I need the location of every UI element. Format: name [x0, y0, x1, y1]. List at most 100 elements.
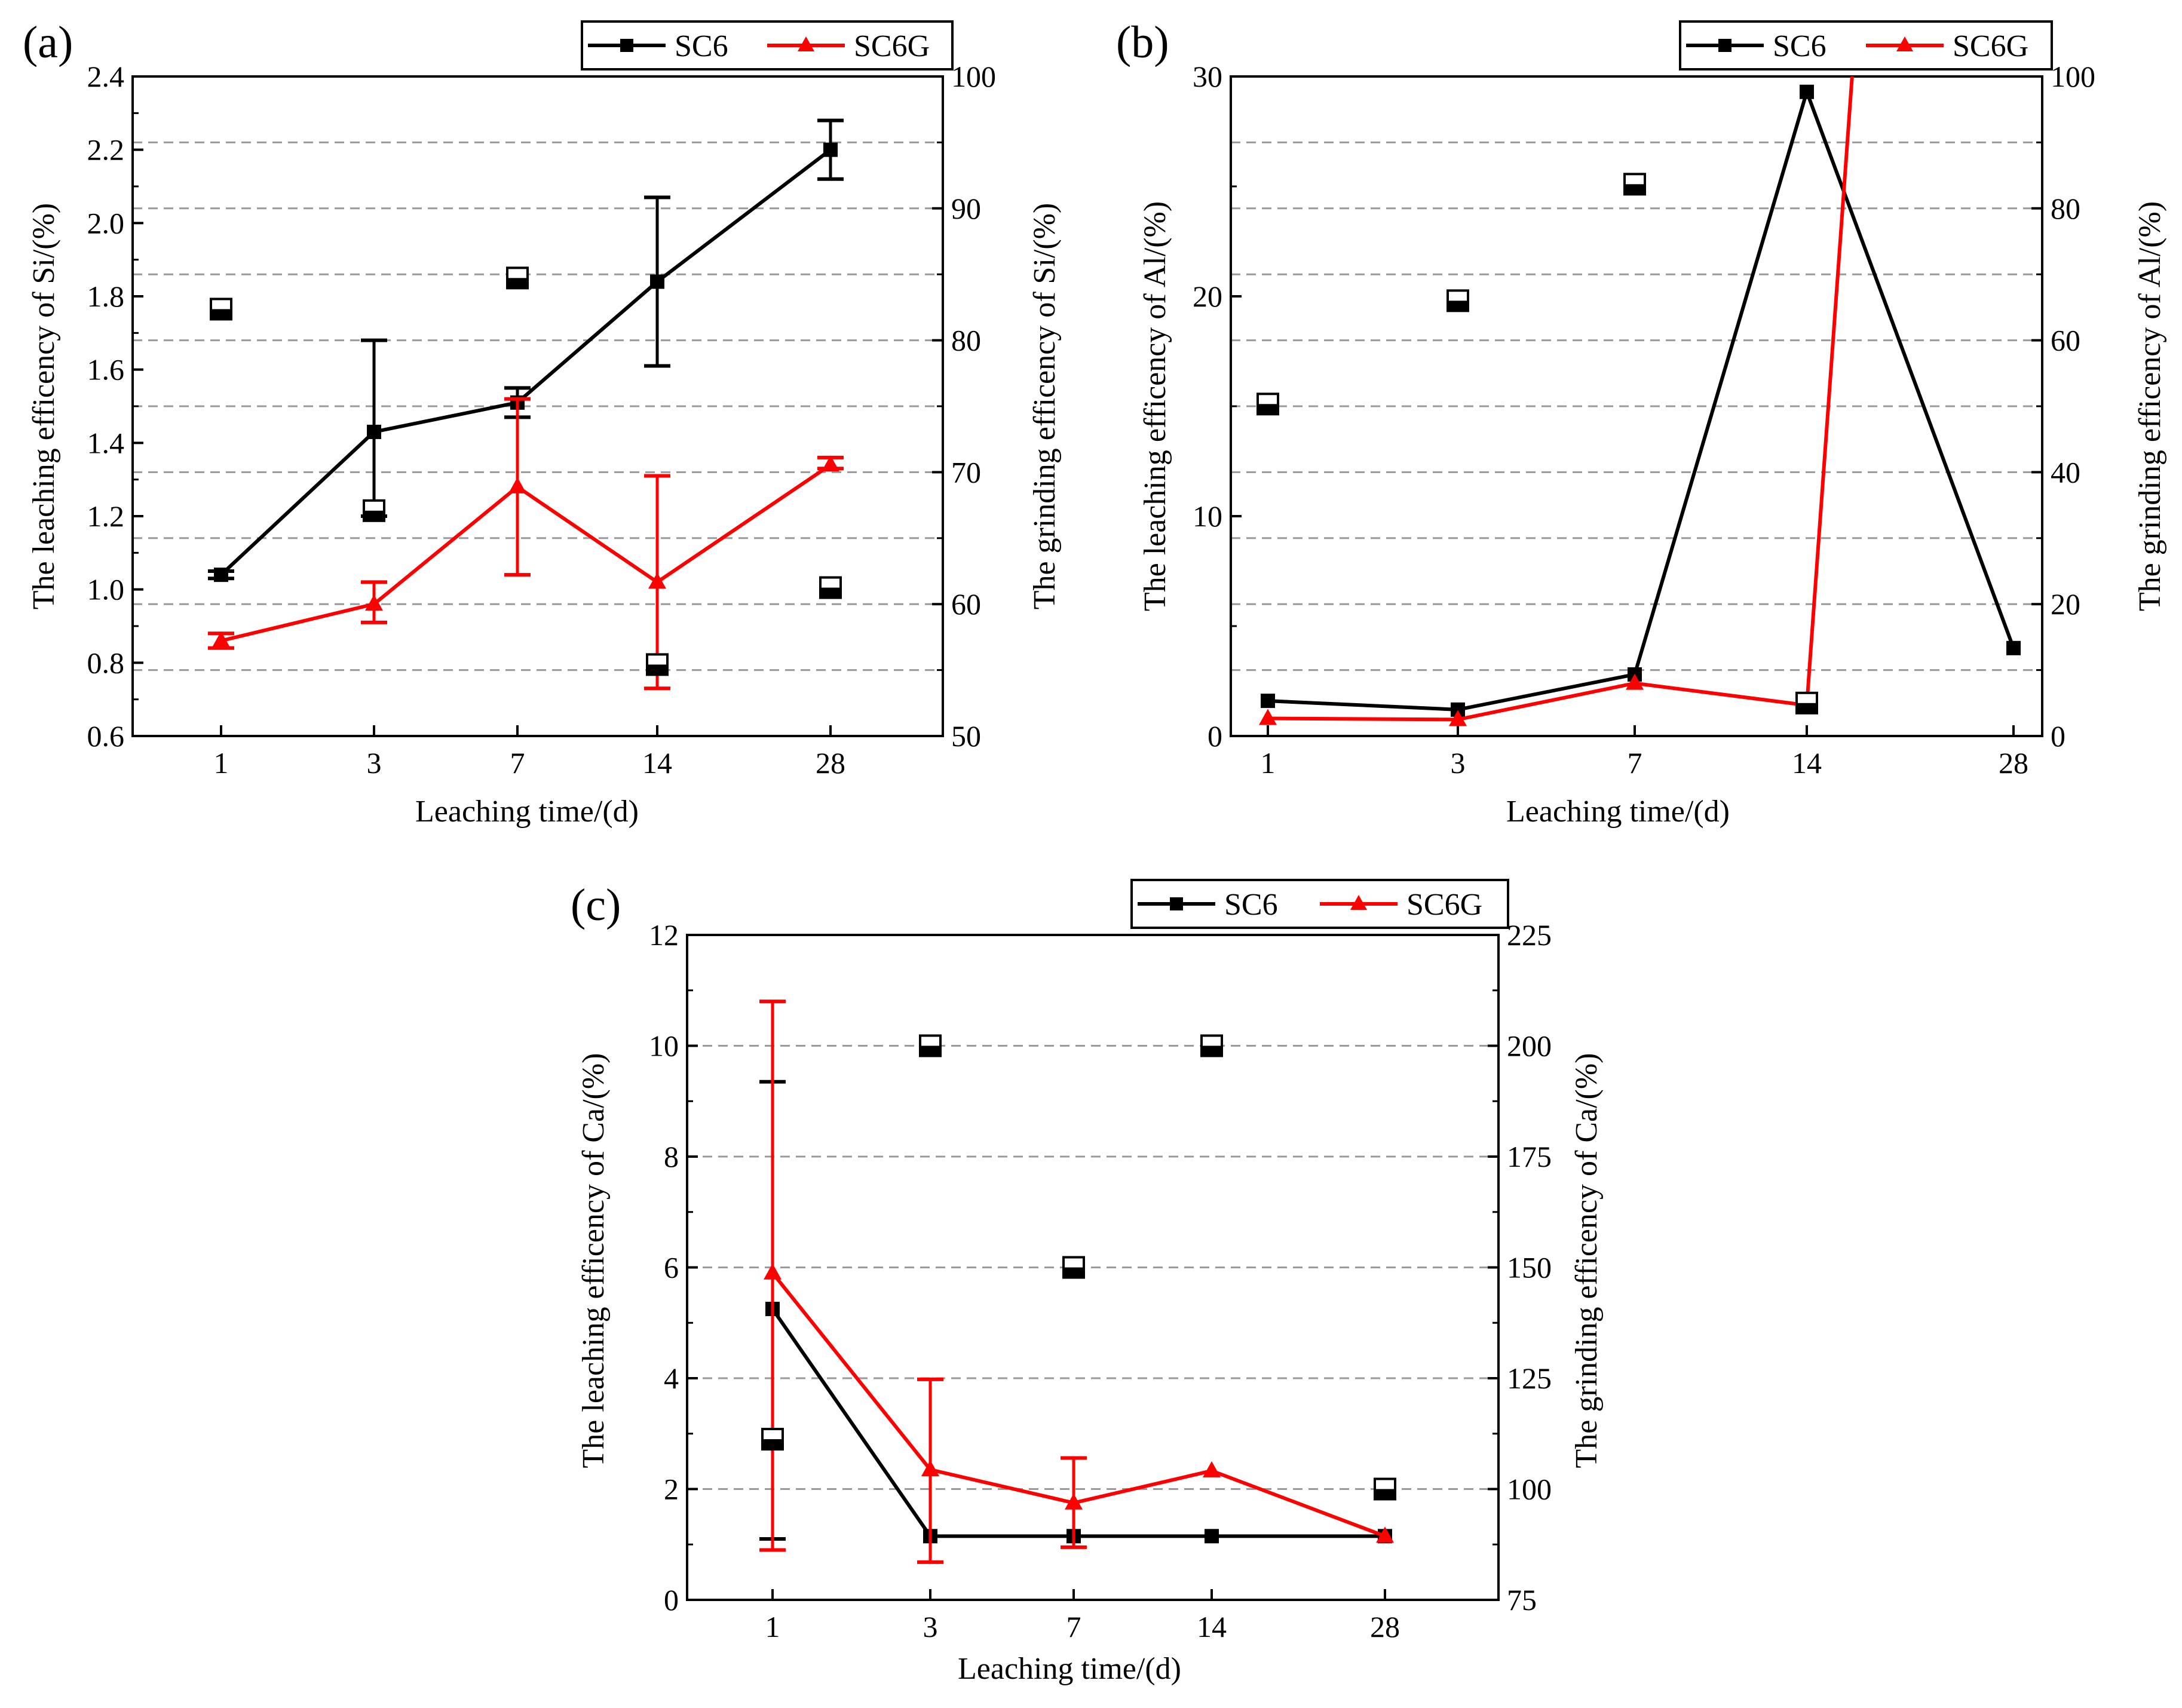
x-tick-label: 3 [367, 746, 382, 780]
y-right-tick-label: 70 [951, 455, 981, 489]
x-tick-label: 3 [1451, 746, 1466, 780]
data-point-SC6 [214, 568, 228, 582]
half-filled-marker-fill [1064, 1267, 1084, 1278]
x-tick-label: 3 [923, 1610, 938, 1643]
legend-label: SC6 [1224, 888, 1278, 922]
y-tick-label: 0.8 [87, 646, 125, 679]
x-tick-label: 28 [1370, 1610, 1400, 1643]
panel-label: (b) [1116, 17, 1169, 68]
panel-label: (c) [571, 880, 621, 930]
data-point-SC6G [822, 455, 839, 472]
plot-area: 0 10 20 30 0 20 40 60 80 100 1 3 7 14 28 SC6 SC6G [1193, 20, 2095, 780]
y-tick-label: 30 [1193, 60, 1222, 93]
y-right-tick-label: 225 [1507, 918, 1552, 952]
half-filled-marker-fill [211, 309, 231, 320]
data-point-SC6G [764, 1263, 782, 1280]
y-right-tick-label: 80 [2051, 192, 2080, 225]
y-axis-label: The leaching efficency of Al/(%) [1138, 201, 1172, 611]
half-filled-marker-fill [1202, 1045, 1222, 1056]
plot-area: 0.6 0.8 1.0 1.2 1.4 1.6 1.8 2.0 2.2 2.4 50 60 70 80 90… [87, 20, 996, 780]
x-tick-label: 1 [214, 746, 229, 780]
y-right-tick-label: 60 [2051, 324, 2080, 357]
series-line-SC6G [771, 1271, 1386, 1538]
legend-marker [1896, 36, 1913, 51]
y-right-tick-label: 40 [2051, 455, 2080, 489]
half-filled-marker-fill [762, 1439, 783, 1450]
x-tick-label: 1 [765, 1610, 780, 1643]
data-point-SC6 [823, 142, 838, 157]
y-tick-label: 10 [1193, 499, 1222, 533]
half-filled-marker-fill [920, 1045, 940, 1056]
data-point-SC6G [1449, 710, 1467, 726]
y-axis-label-right: The grinding efficency of Al/(%) [2133, 201, 2167, 611]
y-right-tick-label: 100 [951, 60, 996, 93]
y-right-tick-label: 175 [1507, 1140, 1552, 1173]
half-filled-marker-fill [820, 587, 841, 598]
data-point-SC6G [1259, 709, 1277, 725]
y-tick-label: 10 [649, 1029, 679, 1063]
legend-label: SC6G [854, 29, 930, 63]
data-point-SC6G [648, 572, 666, 589]
data-layer [1257, 76, 2021, 726]
y-right-tick-label: 125 [1507, 1362, 1552, 1395]
data-layer [208, 118, 844, 691]
data-point-SC6 [367, 424, 381, 439]
half-filled-marker-fill [1797, 703, 1817, 713]
data-point-SC6G [1203, 1461, 1221, 1477]
legend-marker [1170, 897, 1183, 910]
legend-marker [1350, 895, 1367, 910]
y-right-tick-label: 150 [1507, 1251, 1552, 1284]
y-right-tick-label: 100 [1507, 1473, 1552, 1506]
panel-b: (b) Leaching time/(d) The leaching effic… [1116, 17, 2167, 829]
x-tick-label: 28 [816, 746, 845, 780]
legend-marker [798, 36, 814, 51]
x-tick-label: 7 [1628, 746, 1642, 780]
y-right-tick-label: 50 [951, 719, 981, 753]
x-axis-label: Leaching time/(d) [415, 795, 639, 829]
y-right-tick-label: 90 [951, 192, 981, 225]
half-filled-marker-fill [1258, 404, 1278, 415]
legend-label: SC6G [1953, 29, 2028, 63]
y-axis-label: The leaching efficency of Ca/(%) [577, 1053, 611, 1468]
x-axis-label: Leaching time/(d) [1506, 795, 1730, 829]
series-line-SC6 [219, 148, 832, 577]
y-tick-label: 4 [664, 1362, 679, 1395]
data-point-SC6G [212, 631, 230, 648]
y-tick-label: 1.8 [87, 280, 125, 313]
data-point-SC6G [508, 477, 526, 493]
y-axis-label-right: The grinding efficency of Ca/(%) [1570, 1053, 1604, 1468]
y-tick-label: 2.0 [87, 206, 125, 240]
data-point-SC6G [365, 594, 383, 611]
legend-label: SC6 [1773, 29, 1826, 63]
data-point-SC6G [921, 1460, 939, 1477]
legend: SC6 SC6G [1679, 20, 2053, 70]
y-axis-label-right: The grinding efficency of Si/(%) [1028, 203, 1062, 610]
data-point-SC6G [1376, 1526, 1394, 1543]
legend-marker [1718, 39, 1731, 52]
half-filled-marker-fill [647, 664, 667, 675]
legend: SC6 SC6G [1130, 879, 1509, 929]
y-tick-label: 1.2 [87, 499, 125, 533]
y-tick-label: 1.6 [87, 353, 125, 387]
x-tick-label: 14 [1197, 1610, 1227, 1643]
y-tick-label: 0 [664, 1583, 679, 1617]
y-right-tick-label: 0 [2051, 719, 2065, 753]
y-tick-label: 2.2 [87, 133, 125, 167]
y-right-tick-label: 80 [951, 324, 981, 357]
y-tick-label: 2.4 [87, 60, 125, 93]
data-point-SC6 [2006, 640, 2021, 655]
y-right-tick-label: 75 [1507, 1583, 1537, 1617]
legend-label: SC6 [675, 29, 728, 63]
y-tick-label: 20 [1193, 280, 1222, 313]
half-filled-marker-fill [1625, 184, 1645, 195]
y-tick-label: 0 [1208, 719, 1222, 753]
data-point-SC6 [1205, 1529, 1219, 1544]
y-right-tick-label: 100 [2051, 60, 2095, 93]
y-tick-label: 6 [664, 1251, 679, 1284]
x-tick-label: 7 [1067, 1610, 1081, 1643]
x-tick-label: 1 [1261, 746, 1276, 780]
legend-marker [620, 39, 633, 52]
data-point-SC6 [1261, 694, 1275, 709]
